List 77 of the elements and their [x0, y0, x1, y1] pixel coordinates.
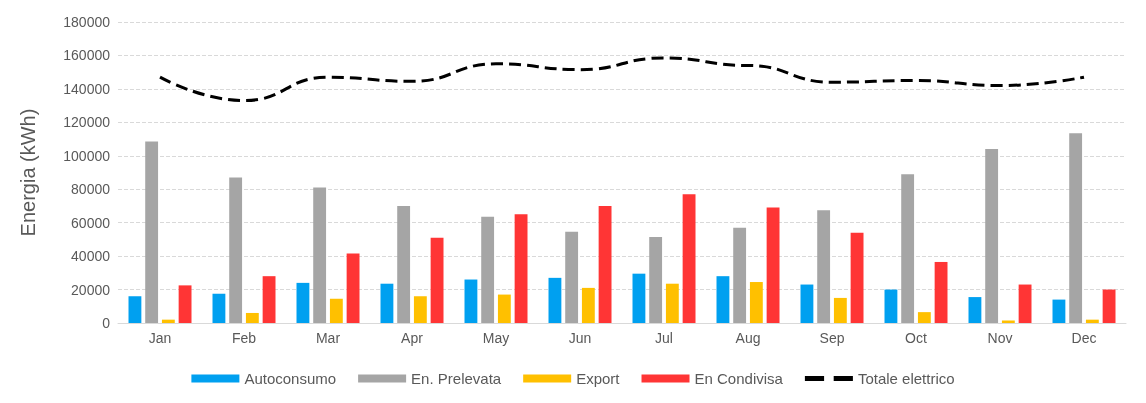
y-tick-label: 120000 [63, 114, 111, 131]
bar [1001, 320, 1015, 323]
bar [145, 141, 159, 323]
bar [464, 279, 478, 323]
bar [581, 287, 595, 323]
legend-label: En Condivisa [694, 370, 784, 387]
bar [329, 298, 343, 323]
bar [514, 214, 528, 323]
y-tick-label: 140000 [63, 80, 111, 97]
bar [733, 227, 747, 323]
y-tick-label: 80000 [71, 181, 111, 198]
x-tick-label: Jul [655, 330, 673, 346]
bar [901, 174, 915, 323]
x-tick-label: Sep [819, 330, 845, 346]
bar [968, 297, 982, 323]
bar [229, 177, 243, 323]
y-tick-label: 40000 [71, 248, 111, 265]
x-tick-label: Oct [905, 330, 927, 346]
bar [397, 205, 411, 323]
y-axis-title: Energia (kWh) [17, 108, 39, 237]
bar [430, 237, 444, 323]
y-tick-label: 20000 [71, 281, 111, 298]
bar [833, 297, 847, 323]
legend-label: Totale elettrico [857, 370, 955, 387]
bar [632, 273, 646, 323]
x-tick-label: Dec [1071, 330, 1097, 346]
bar [985, 149, 999, 323]
bar [749, 282, 763, 323]
bar [766, 207, 780, 323]
bar [598, 205, 612, 323]
y-tick-label: 160000 [63, 47, 111, 64]
y-tick-label: 180000 [63, 14, 111, 30]
bar [1069, 133, 1083, 323]
bar [800, 284, 814, 323]
bar [565, 231, 579, 323]
y-tick-label: 60000 [71, 214, 111, 231]
bar [212, 293, 226, 323]
bar [1085, 319, 1099, 323]
y-tick-label: 0 [102, 315, 111, 331]
bar [649, 236, 663, 323]
bar [1052, 299, 1066, 323]
bar [481, 216, 495, 323]
bar [178, 285, 192, 323]
x-tick-label: Feb [231, 330, 257, 346]
x-tick-label: Apr [401, 330, 424, 346]
bar [296, 282, 310, 323]
bar [413, 296, 427, 323]
bar [497, 294, 511, 323]
bar [1102, 289, 1116, 323]
bar [1018, 284, 1032, 323]
bar [817, 210, 831, 323]
legend-label: Export [576, 370, 621, 387]
bar [884, 289, 898, 323]
x-tick-label: Nov [987, 330, 1013, 346]
bar [665, 283, 679, 323]
bar [346, 253, 360, 323]
bar [716, 276, 730, 323]
bar [262, 276, 276, 323]
bar [245, 312, 259, 323]
bar [161, 319, 175, 323]
x-tick-label: Mar [315, 330, 341, 346]
bar [548, 277, 562, 323]
bar [380, 283, 394, 323]
legend-label: En. Prelevata [411, 370, 502, 387]
x-tick-label: May [482, 330, 510, 346]
bar [934, 261, 948, 323]
legend-label: Autoconsumo [244, 370, 337, 387]
bar [682, 194, 696, 323]
bar [313, 187, 327, 323]
bar [917, 312, 931, 323]
bar [850, 232, 864, 323]
x-tick-label: Aug [735, 330, 761, 346]
x-tick-label: Jun [568, 330, 592, 346]
bar [128, 296, 142, 323]
x-tick-label: Jan [148, 330, 172, 346]
line-series [158, 56, 1086, 103]
y-tick-label: 100000 [63, 147, 111, 164]
